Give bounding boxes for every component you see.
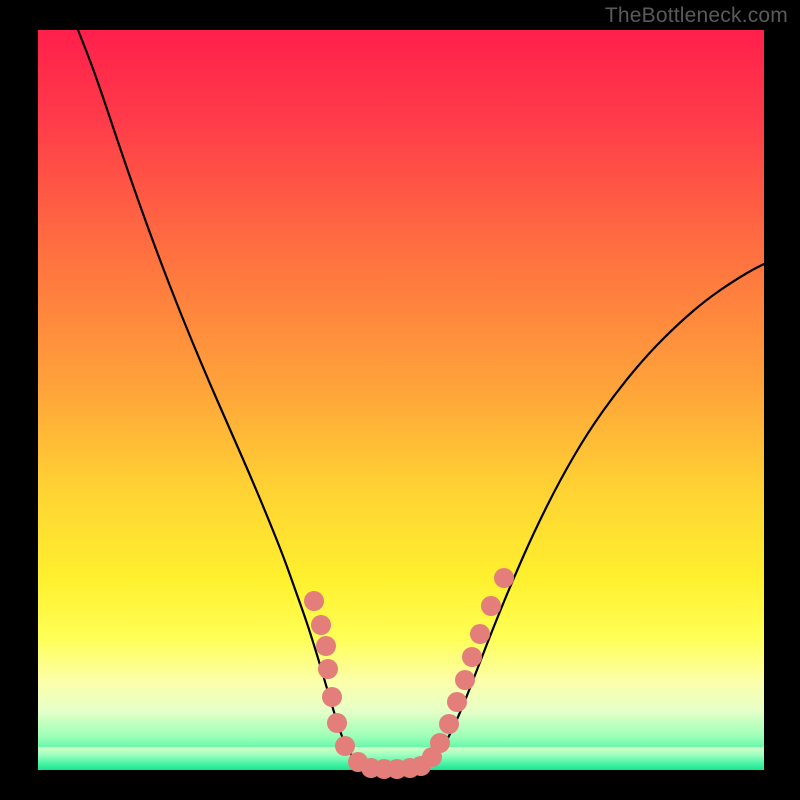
- bottleneck-curve: [0, 0, 800, 800]
- curve-marker: [455, 670, 475, 690]
- curve-marker: [316, 636, 336, 656]
- curve-marker: [462, 647, 482, 667]
- curve-marker: [470, 624, 490, 644]
- curve-marker: [327, 713, 347, 733]
- curve-marker: [494, 568, 514, 588]
- curve-marker: [318, 659, 338, 679]
- curve-marker: [447, 692, 467, 712]
- curve-marker: [481, 596, 501, 616]
- curve-marker: [311, 615, 331, 635]
- curve-marker: [322, 687, 342, 707]
- curve-marker: [430, 733, 450, 753]
- watermark-text: TheBottleneck.com: [605, 4, 788, 28]
- curve-marker: [304, 591, 324, 611]
- curve-marker: [439, 714, 459, 734]
